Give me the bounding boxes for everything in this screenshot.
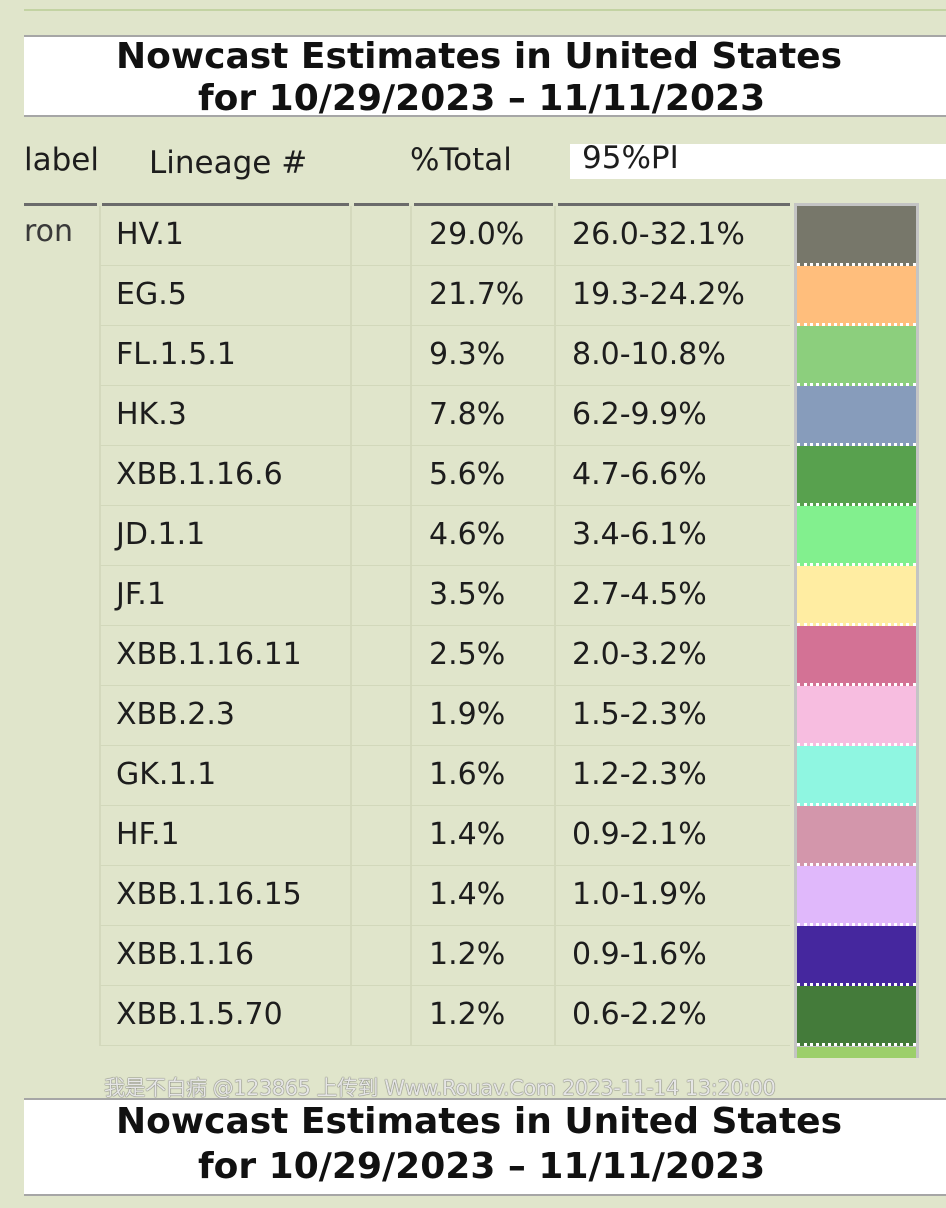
percent-total: 3.5% — [429, 577, 506, 612]
row-divider — [100, 925, 790, 926]
row-divider — [100, 325, 790, 326]
color-swatch — [797, 386, 916, 446]
percent-total: 1.4% — [429, 817, 506, 852]
header-lineage[interactable]: Lineage # — [149, 145, 308, 181]
header-label[interactable]: label — [24, 142, 99, 178]
prediction-interval: 0.6-2.2% — [572, 997, 707, 1032]
color-swatch — [797, 746, 916, 806]
row-divider — [100, 505, 790, 506]
row-divider — [100, 1045, 790, 1046]
percent-total: 1.4% — [429, 877, 506, 912]
percent-total: 4.6% — [429, 517, 506, 552]
watermark: 我是不白病 @123865 上传到 Www.Rouav.Com 2023-11-… — [104, 1076, 776, 1100]
prediction-interval: 4.7-6.6% — [572, 457, 707, 492]
prediction-interval: 0.9-2.1% — [572, 817, 707, 852]
row-divider — [100, 385, 790, 386]
prediction-interval: 6.2-9.9% — [572, 397, 707, 432]
lineage-name: HK.3 — [116, 397, 187, 432]
prediction-interval: 3.4-6.1% — [572, 517, 707, 552]
header-underline-total — [414, 203, 553, 206]
percent-total: 7.8% — [429, 397, 506, 432]
top-divider — [24, 9, 946, 11]
prediction-interval: 19.3-24.2% — [572, 277, 745, 312]
prediction-interval: 0.9-1.6% — [572, 937, 707, 972]
title-banner-bottom: Nowcast Estimates in United States for 1… — [24, 1098, 946, 1196]
row-divider — [100, 625, 790, 626]
header-pi[interactable]: 95%PI — [582, 140, 679, 176]
prediction-interval: 1.5-2.3% — [572, 697, 707, 732]
header-total[interactable]: %Total — [410, 142, 512, 178]
color-swatch — [797, 566, 916, 626]
prediction-interval: 2.7-4.5% — [572, 577, 707, 612]
color-swatch — [797, 446, 916, 506]
header-underline-pi — [558, 203, 790, 206]
header-underline-label — [24, 203, 97, 206]
prediction-interval: 1.2-2.3% — [572, 757, 707, 792]
color-swatch — [797, 506, 916, 566]
column-separator — [554, 206, 556, 1046]
title-line-1: Nowcast Estimates in United States — [116, 36, 842, 77]
color-swatch — [797, 866, 916, 926]
color-swatch — [797, 986, 916, 1046]
prediction-interval: 8.0-10.8% — [572, 337, 726, 372]
lineage-name: XBB.1.16.11 — [116, 637, 302, 672]
lineage-name: GK.1.1 — [116, 757, 217, 792]
lineage-name: XBB.1.16 — [116, 937, 255, 972]
title-line-2: for 10/29/2023 – 11/11/2023 — [198, 1146, 766, 1187]
lineage-name: XBB.1.16.6 — [116, 457, 283, 492]
row-divider — [100, 445, 790, 446]
percent-total: 1.2% — [429, 997, 506, 1032]
color-swatch — [797, 686, 916, 746]
color-swatch — [797, 626, 916, 686]
row-divider — [100, 865, 790, 866]
lineage-name: XBB.2.3 — [116, 697, 235, 732]
column-separator — [410, 206, 412, 1046]
row-divider — [100, 985, 790, 986]
percent-total: 21.7% — [429, 277, 525, 312]
lineage-name: XBB.1.5.70 — [116, 997, 283, 1032]
lineage-name: FL.1.5.1 — [116, 337, 236, 372]
title-banner-top: Nowcast Estimates in United States for 1… — [24, 35, 946, 119]
row-divider — [100, 745, 790, 746]
group-label: ron — [24, 214, 74, 249]
color-swatch — [797, 206, 916, 266]
lineage-name: HV.1 — [116, 217, 184, 252]
color-swatch — [797, 266, 916, 326]
lineage-name: JD.1.1 — [116, 517, 206, 552]
percent-total: 9.3% — [429, 337, 506, 372]
title-line-2: for 10/29/2023 – 11/11/2023 — [198, 78, 766, 119]
percent-total: 1.9% — [429, 697, 506, 732]
prediction-interval: 1.0-1.9% — [572, 877, 707, 912]
header-pi-box — [570, 144, 946, 179]
percent-total: 5.6% — [429, 457, 506, 492]
header-underline-blank — [354, 203, 409, 206]
lineage-name: EG.5 — [116, 277, 187, 312]
column-separator — [350, 206, 352, 1046]
lineage-name: JF.1 — [116, 577, 166, 612]
prediction-interval: 26.0-32.1% — [572, 217, 745, 252]
prediction-interval: 2.0-3.2% — [572, 637, 707, 672]
percent-total: 29.0% — [429, 217, 525, 252]
row-divider — [100, 565, 790, 566]
percent-total: 1.2% — [429, 937, 506, 972]
row-divider — [100, 805, 790, 806]
column-separator — [99, 206, 101, 1046]
lineage-name: HF.1 — [116, 817, 180, 852]
color-swatch — [797, 326, 916, 386]
color-swatch — [797, 926, 916, 986]
row-divider — [100, 685, 790, 686]
color-swatch — [797, 806, 916, 866]
percent-total: 1.6% — [429, 757, 506, 792]
percent-total: 2.5% — [429, 637, 506, 672]
lineage-name: XBB.1.16.15 — [116, 877, 302, 912]
header-underline-lineage — [102, 203, 349, 206]
title-line-1: Nowcast Estimates in United States — [116, 1101, 842, 1142]
row-divider — [100, 265, 790, 266]
color-swatch-partial — [797, 1047, 916, 1058]
